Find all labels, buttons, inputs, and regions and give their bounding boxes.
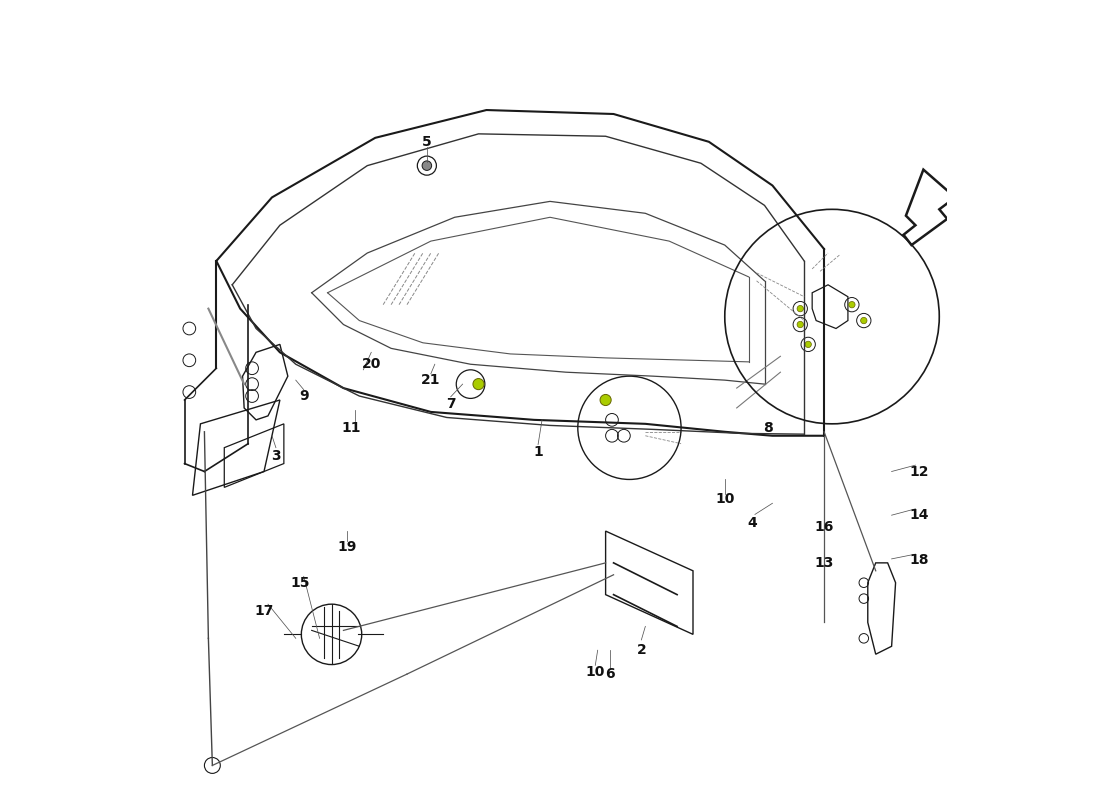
Circle shape — [849, 302, 855, 308]
Text: 14: 14 — [910, 508, 930, 522]
Text: 4: 4 — [748, 516, 758, 530]
Circle shape — [860, 318, 867, 324]
Text: 12: 12 — [910, 465, 930, 478]
Text: 3: 3 — [271, 449, 281, 462]
Text: 18: 18 — [910, 554, 930, 567]
Text: 16: 16 — [814, 520, 834, 534]
Text: 5: 5 — [422, 135, 431, 149]
Circle shape — [422, 161, 431, 170]
Text: 11: 11 — [342, 421, 361, 435]
Text: 10: 10 — [715, 492, 735, 506]
Text: 6: 6 — [605, 667, 615, 681]
Text: 21: 21 — [421, 373, 441, 387]
Text: 10: 10 — [585, 665, 605, 678]
Text: 9: 9 — [299, 389, 308, 403]
Text: 7: 7 — [446, 397, 455, 411]
Text: 15: 15 — [290, 576, 309, 590]
Circle shape — [805, 342, 812, 347]
Circle shape — [601, 394, 612, 406]
Text: 19: 19 — [338, 540, 358, 554]
Circle shape — [473, 378, 484, 390]
Text: 1: 1 — [534, 445, 543, 458]
Text: 2: 2 — [637, 643, 646, 658]
Circle shape — [798, 306, 803, 312]
Circle shape — [798, 322, 803, 328]
Text: 17: 17 — [254, 603, 274, 618]
Text: 20: 20 — [362, 358, 381, 371]
Text: 13: 13 — [814, 556, 834, 570]
Polygon shape — [903, 170, 955, 245]
Text: 8: 8 — [763, 421, 773, 435]
